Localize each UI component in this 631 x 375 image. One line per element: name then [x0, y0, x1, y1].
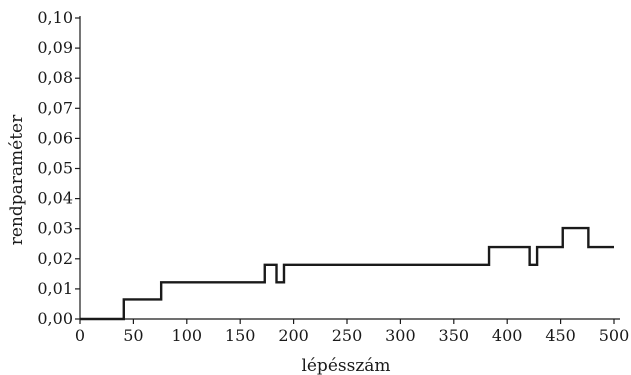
x-tick-label: 200 [278, 326, 309, 345]
y-tick-label: 0,10 [37, 8, 73, 27]
y-tick-label: 0,09 [37, 38, 73, 57]
y-tick-label: 0,08 [37, 68, 73, 87]
plot-area: 0,00 0,01 0,02 0,03 0,04 0,05 0,06 0,07 0,08 0,09… [37, 8, 629, 345]
x-tick-label: 450 [545, 326, 576, 345]
x-tick-label: 0 [75, 326, 85, 345]
x-tick-label: 250 [332, 326, 363, 345]
y-tick-label: 0,04 [37, 189, 73, 208]
x-tick-label: 150 [225, 326, 256, 345]
y-tick-label: 0,00 [37, 309, 73, 328]
x-tick-label: 300 [385, 326, 416, 345]
x-tick-label: 500 [599, 326, 630, 345]
series-line [80, 226, 614, 321]
y-tick-label: 0,03 [37, 219, 73, 238]
x-tick-label: 100 [172, 326, 203, 345]
x-tick-label: 350 [439, 326, 470, 345]
y-axis-title: rendparaméter [7, 114, 27, 245]
x-tick-label: 400 [492, 326, 523, 345]
y-tick-label: 0,05 [37, 159, 73, 178]
y-tick-label: 0,02 [37, 249, 73, 268]
y-tick-label: 0,01 [37, 279, 73, 298]
y-tick-label: 0,06 [37, 128, 73, 147]
y-tick-label: 0,07 [37, 98, 73, 117]
x-tick-label: 50 [123, 326, 143, 345]
x-axis-title: lépésszám [301, 356, 390, 375]
